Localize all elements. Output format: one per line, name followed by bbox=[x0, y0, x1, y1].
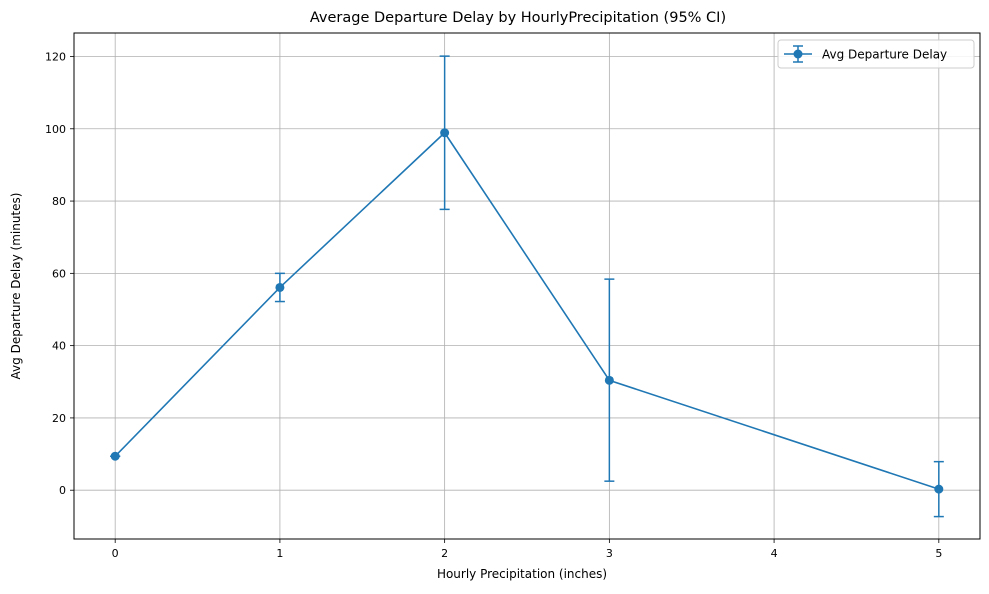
y-tick-label: 60 bbox=[52, 267, 66, 280]
legend-box bbox=[777, 39, 975, 69]
legend-series-label: Avg Departure Delay bbox=[822, 48, 947, 62]
legend: Avg Departure Delay bbox=[777, 39, 975, 69]
x-tick-label: 5 bbox=[935, 547, 942, 560]
data-point-marker bbox=[934, 484, 944, 494]
y-tick-label: 80 bbox=[52, 195, 66, 208]
data-point-marker bbox=[440, 128, 450, 138]
y-tick-label: 40 bbox=[52, 340, 66, 353]
x-tick-label: 0 bbox=[112, 547, 119, 560]
x-tick-label: 4 bbox=[771, 547, 778, 560]
x-axis-label: Hourly Precipitation (inches) bbox=[437, 567, 607, 581]
data-point-marker bbox=[110, 451, 120, 461]
legend-series-handle bbox=[784, 45, 812, 63]
y-axis-label: Avg Departure Delay (minutes) bbox=[9, 193, 23, 380]
y-tick-label: 20 bbox=[52, 412, 66, 425]
chart-title: Average Departure Delay by HourlyPrecipi… bbox=[310, 10, 726, 26]
x-tick-label: 3 bbox=[606, 547, 613, 560]
series-layer bbox=[110, 55, 944, 518]
y-tick-label: 120 bbox=[45, 50, 66, 63]
y-tick-label: 100 bbox=[45, 123, 66, 136]
plot-frame bbox=[73, 32, 981, 540]
x-tick-label: 1 bbox=[276, 547, 283, 560]
y-tick-label: 0 bbox=[59, 484, 66, 497]
axis-ticks: 0 1 2 3 4 5 0 20 40 60 80 100 120 bbox=[45, 50, 942, 560]
data-point-marker bbox=[275, 282, 285, 292]
legend-marker bbox=[793, 49, 803, 59]
data-point-marker bbox=[604, 375, 614, 385]
x-tick-label: 2 bbox=[441, 547, 448, 560]
